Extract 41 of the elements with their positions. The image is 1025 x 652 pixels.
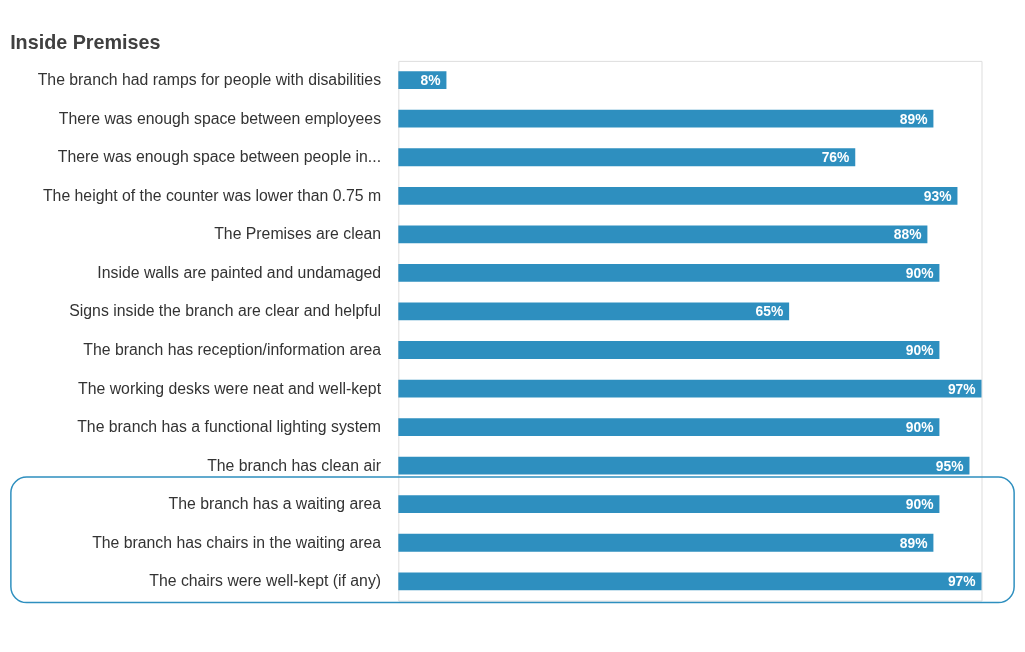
y-tick-label: There was enough space between employees [58, 109, 382, 127]
data-label: 88% [893, 226, 922, 243]
data-label: 93% [923, 187, 952, 204]
y-tick-label: The height of the counter was lower than 0.75 m [42, 186, 382, 204]
y-tick-label: The working desks were neat and well-kept [78, 379, 382, 397]
y-tick-label: The Premises are clean [214, 225, 382, 243]
data-label: 76% [821, 149, 850, 166]
data-label: 89% [899, 110, 928, 127]
data-label: 90% [905, 264, 934, 281]
y-tick-label: The branch has reception/information area [83, 340, 382, 358]
bar [398, 186, 958, 205]
y-tick-label: There was enough space between people in... [57, 148, 382, 166]
bar [398, 379, 982, 398]
data-label: 89% [899, 534, 928, 551]
y-tick-label: The branch has clean air [207, 456, 382, 474]
bar [398, 225, 928, 244]
bar [398, 302, 790, 321]
bar [398, 341, 940, 359]
y-tick-label: The branch has a waiting area [168, 495, 382, 513]
y-tick-label: Inside walls are painted and undamaged [97, 263, 382, 281]
bar [398, 418, 940, 437]
data-label: 95% [935, 457, 964, 474]
data-label: 97% [947, 380, 976, 397]
data-label: 97% [947, 573, 976, 590]
data-label: 90% [905, 341, 934, 358]
y-tick-label: The chairs were well-kept (if any) [149, 572, 382, 590]
data-label: 65% [755, 303, 784, 320]
data-label: 90% [905, 419, 934, 436]
data-label: 90% [905, 496, 934, 513]
y-tick-label: Signs inside the branch are clear and helpful [69, 302, 382, 320]
bar [398, 572, 982, 591]
data-label: 8% [420, 72, 441, 89]
bar [398, 533, 934, 552]
bar [398, 264, 940, 282]
y-tick-label: The branch had ramps for people with disabilities [37, 71, 382, 89]
text: Inside Premises [10, 31, 161, 54]
bar [398, 109, 934, 128]
y-tick-label: The branch has a functional lighting system [77, 418, 382, 436]
y-tick-label: The branch has chairs in the waiting area [92, 533, 382, 551]
bar [398, 495, 940, 514]
bar [398, 148, 856, 167]
